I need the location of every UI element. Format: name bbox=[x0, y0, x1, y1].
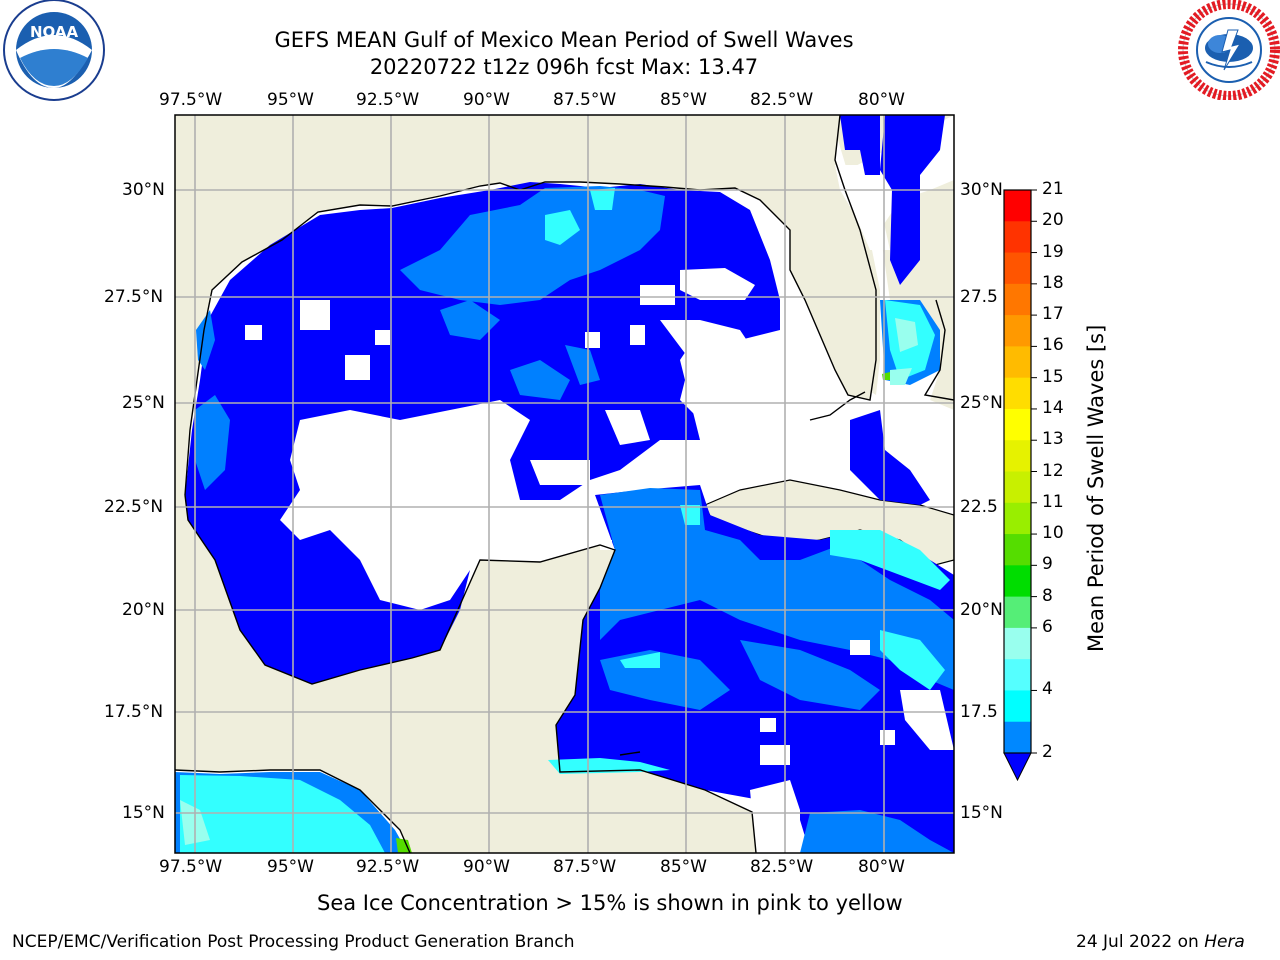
colorbar-tick-label: 10 bbox=[1042, 523, 1064, 544]
colorbar-swatch bbox=[1004, 690, 1031, 723]
lat-label-right: 20°N bbox=[960, 600, 1003, 620]
lon-label-bottom: 95°W bbox=[267, 857, 314, 877]
colorbar bbox=[1003, 189, 1037, 782]
lat-label-right: 25°N bbox=[960, 393, 1003, 413]
colorbar-swatch bbox=[1004, 440, 1031, 472]
colorbar-tick-label: 19 bbox=[1042, 241, 1064, 262]
footer-date-text: 24 Jul 2022 on bbox=[1076, 932, 1205, 952]
colorbar-tick-label: 20 bbox=[1042, 210, 1064, 231]
lon-label-top: 90°W bbox=[463, 90, 510, 110]
noaa-logo-text: NOAA bbox=[30, 23, 79, 41]
lon-label-top: 97.5°W bbox=[159, 90, 223, 110]
lon-label-top: 85°W bbox=[660, 90, 707, 110]
noaa-logo: NOAA bbox=[3, 0, 105, 101]
colorbar-tick-label: 17 bbox=[1042, 304, 1064, 325]
graticule bbox=[175, 115, 954, 853]
no-data-gaps bbox=[245, 165, 954, 853]
lon-label-bottom: 80°W bbox=[858, 857, 905, 877]
colorbar-tick-label: 2 bbox=[1042, 742, 1053, 762]
coastlines bbox=[175, 115, 954, 853]
lat-label-left: 27.5°N bbox=[104, 287, 164, 307]
lon-label-top: 80°W bbox=[858, 90, 905, 110]
colorbar-swatch bbox=[1004, 565, 1031, 598]
lon-label-bottom: 85°W bbox=[660, 857, 707, 877]
lon-label-bottom: 90°W bbox=[463, 857, 510, 877]
colorbar-tick-label: 18 bbox=[1042, 272, 1064, 293]
colorbar-tick-label: 12 bbox=[1042, 460, 1064, 481]
colorbar-swatch bbox=[1004, 659, 1031, 691]
sea-ice-note: Sea Ice Concentration > 15% is shown in … bbox=[317, 891, 903, 915]
colorbar-tick-label: 11 bbox=[1042, 491, 1064, 512]
lon-label-top: 95°W bbox=[267, 90, 314, 110]
lat-label-left: 20°N bbox=[122, 600, 165, 620]
lat-label-left: 15°N bbox=[122, 803, 165, 823]
colorbar-swatch bbox=[1004, 190, 1031, 222]
chart-title: GEFS MEAN Gulf of Mexico Mean Period of … bbox=[274, 28, 854, 52]
lon-label-top: 92.5°W bbox=[356, 90, 420, 110]
colorbar-swatch bbox=[1004, 283, 1031, 316]
colorbar-tick-label: 16 bbox=[1042, 335, 1064, 356]
colorbar-swatch bbox=[1004, 408, 1031, 441]
colorbar-swatch bbox=[1004, 346, 1031, 379]
colorbar-swatch bbox=[1004, 252, 1031, 285]
footer-credit: NCEP/EMC/Verification Post Processing Pr… bbox=[12, 932, 575, 952]
colorbar-label: Mean Period of Swell Waves [s] bbox=[1084, 324, 1108, 652]
map-frame bbox=[174, 114, 955, 854]
lon-label-top: 82.5°W bbox=[750, 90, 814, 110]
colorbar-swatch bbox=[1004, 502, 1031, 535]
nws-logo bbox=[1178, 0, 1280, 100]
lat-label-left: 17.5°N bbox=[104, 702, 164, 722]
colorbar-tick-label: 9 bbox=[1042, 554, 1053, 575]
lat-label-left: 22.5°N bbox=[104, 497, 164, 517]
colorbar-tick-label: 4 bbox=[1042, 679, 1053, 700]
florida-land bbox=[790, 115, 954, 410]
colorbar-swatch bbox=[1004, 315, 1031, 347]
lon-label-bottom: 97.5°W bbox=[159, 857, 223, 877]
central-america-land bbox=[175, 545, 756, 853]
colorbar-tick-label: 15 bbox=[1042, 366, 1064, 387]
lon-label-bottom: 87.5°W bbox=[553, 857, 617, 877]
lon-label-top: 87.5°W bbox=[553, 90, 617, 110]
lat-label-left: 30°N bbox=[122, 180, 165, 200]
colorbar-extend-arrow bbox=[1003, 752, 1032, 782]
colorbar-swatch bbox=[1004, 534, 1031, 566]
lat-label-right: 30°N bbox=[960, 180, 1003, 200]
colorbar-tick-label: 6 bbox=[1042, 616, 1053, 637]
colorbar-swatch bbox=[1004, 471, 1031, 504]
footer-date: 24 Jul 2022 on Hera bbox=[1076, 932, 1245, 952]
chart-subtitle: 20220722 t12z 096h fcst Max: 13.47 bbox=[369, 55, 759, 79]
colorbar-swatch bbox=[1004, 377, 1031, 410]
colorbar-swatch bbox=[1004, 627, 1031, 660]
lat-label-left: 25°N bbox=[122, 393, 165, 413]
lon-label-bottom: 82.5°W bbox=[750, 857, 814, 877]
lat-label-right: 22.5 bbox=[960, 497, 998, 517]
colorbar-swatch bbox=[1004, 221, 1031, 254]
lon-label-bottom: 92.5°W bbox=[356, 857, 420, 877]
lat-label-right: 17.5 bbox=[960, 702, 998, 722]
lat-label-right: 27.5 bbox=[960, 287, 998, 307]
footer-host: Hera bbox=[1204, 932, 1245, 952]
colorbar-tick-label: 13 bbox=[1042, 429, 1064, 450]
lat-label-right: 15°N bbox=[960, 803, 1003, 823]
colorbar-swatch bbox=[1004, 596, 1031, 629]
colorbar-swatch bbox=[1004, 721, 1031, 754]
colorbar-tick-label: 21 bbox=[1042, 179, 1064, 199]
colorbar-tick-label: 8 bbox=[1042, 585, 1053, 606]
colorbar-tick-label: 14 bbox=[1042, 397, 1064, 418]
